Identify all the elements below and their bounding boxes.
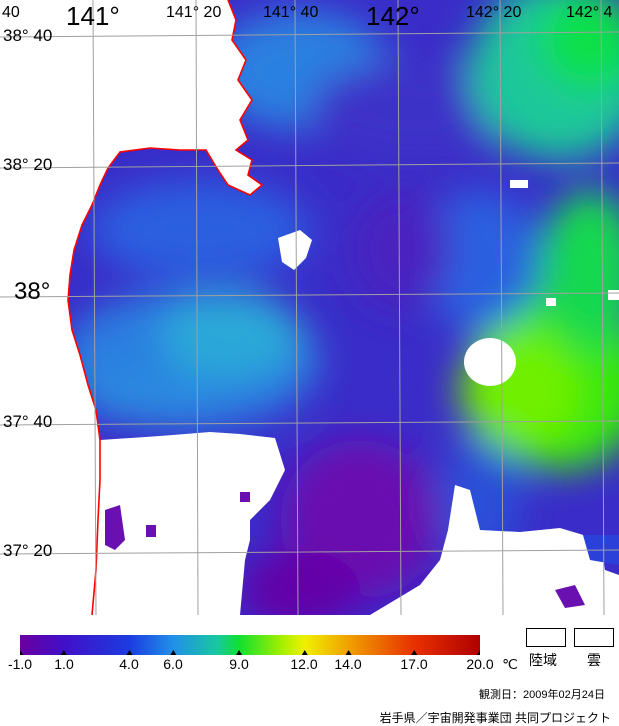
colorbar-tick-label: -1.0 <box>7 656 33 672</box>
colorbar-unit: ℃ <box>502 656 518 672</box>
colorbar-tick-mark <box>236 650 243 655</box>
colorbar-tick-label: 14.0 <box>334 656 362 672</box>
land-legend-label: 陸域 <box>529 652 557 668</box>
colorbar-tick-label: 1.0 <box>54 656 74 672</box>
colorbar-tick-mark <box>477 650 480 655</box>
lat-label: 37° 20 <box>3 541 53 560</box>
cloud-patch-south <box>92 432 285 615</box>
coastline <box>67 0 264 615</box>
colorbar-tick-mark <box>345 650 352 655</box>
temperature-colorbar <box>20 635 480 655</box>
sea-pixels-south <box>105 492 619 608</box>
lon-label: 141° 20 <box>166 4 222 21</box>
colorbar-tick-mark <box>411 650 418 655</box>
land-legend-swatch <box>526 628 566 647</box>
colorbar-tick-label: 9.0 <box>229 656 249 672</box>
lon-label: 141° <box>66 1 120 31</box>
colorbar-tick-mark <box>301 650 308 655</box>
land-mass <box>0 0 262 615</box>
cloud-patch-center <box>278 230 312 270</box>
lat-label: 38° 20 <box>3 155 53 174</box>
colorbar-tick-mark <box>60 650 67 655</box>
colorbar-tick-mark <box>126 650 133 655</box>
lon-label: 142° 20 <box>466 4 522 21</box>
sea-surface-temperature-map <box>0 0 619 615</box>
lon-label: 142° <box>366 1 420 31</box>
lat-label: 38° <box>14 278 51 305</box>
observation-date: 観測日：2009年02月24日 <box>479 689 605 701</box>
colorbar-tick-label: 4.0 <box>119 656 139 672</box>
legend-area <box>0 615 619 725</box>
credit-text: 岩手県／宇宙開発事業団 共同プロジェクト <box>379 711 611 725</box>
cloud-patch-east <box>464 338 516 386</box>
sst-field <box>0 0 619 615</box>
colorbar-tick-mark <box>20 650 23 655</box>
lon-label: 40 <box>2 4 20 21</box>
lon-label: 141° 40 <box>263 4 319 21</box>
colorbar-tick-label: 6.0 <box>163 656 183 672</box>
cloud-patch-southeast <box>370 485 619 615</box>
lat-label: 37° 40 <box>3 412 53 431</box>
graticule <box>0 0 619 615</box>
land-and-cloud-mask <box>0 0 619 615</box>
colorbar-tick-label: 12.0 <box>290 656 318 672</box>
cloud-pixels-ne <box>510 180 528 188</box>
cloud-legend-label: 雲 <box>587 652 601 668</box>
lon-label: 142° 4 <box>566 4 613 21</box>
cloud-legend-swatch <box>574 628 614 647</box>
lat-label: 38° 40 <box>3 26 53 45</box>
colorbar-tick-label: 20.0 <box>466 656 494 672</box>
colorbar-tick-mark <box>170 650 177 655</box>
colorbar-tick-label: 17.0 <box>400 656 428 672</box>
